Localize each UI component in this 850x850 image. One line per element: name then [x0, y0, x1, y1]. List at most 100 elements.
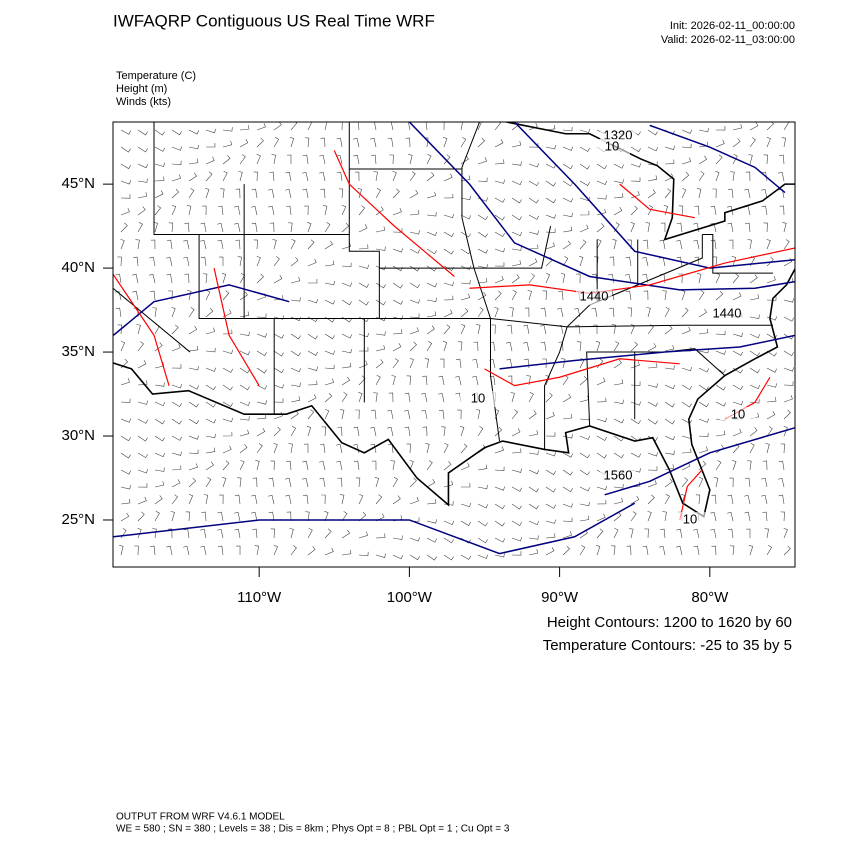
wind-barb — [307, 239, 315, 250]
wind-barb — [171, 324, 179, 335]
wind-barb — [392, 299, 403, 305]
wind-barb — [744, 188, 751, 199]
wind-barb — [579, 210, 590, 216]
wind-barb — [715, 139, 725, 148]
wind-barb — [341, 392, 348, 403]
wind-barb — [256, 255, 261, 267]
wind-barb — [545, 411, 555, 420]
wind-barb — [729, 545, 735, 556]
wind-barb — [494, 537, 505, 543]
wind-barb — [727, 528, 734, 539]
wind-barb — [205, 367, 217, 372]
wind-barb — [494, 553, 505, 558]
wind-barb — [745, 222, 751, 233]
wind-barb — [239, 139, 249, 148]
lat-tick-label: 40°N — [61, 259, 95, 276]
wind-barb — [217, 205, 224, 216]
wind-barb — [647, 146, 659, 152]
wind-barb — [338, 188, 344, 199]
wind-barb — [647, 343, 657, 352]
wind-barb — [273, 137, 280, 148]
wind-barb — [425, 443, 430, 454]
wind-barb — [389, 154, 394, 165]
wind-barb — [596, 485, 607, 491]
wind-barb — [460, 502, 471, 508]
wind-barb — [188, 477, 197, 488]
wind-barb — [188, 307, 195, 318]
wind-barb — [273, 544, 278, 556]
wind-barb — [613, 193, 624, 199]
wind-barb — [443, 537, 454, 544]
wind-barb — [358, 360, 368, 369]
wind-barb — [188, 493, 194, 505]
wind-barb — [475, 409, 481, 420]
wind-barb — [646, 307, 651, 318]
wind-barb — [477, 122, 482, 131]
wind-barb — [251, 205, 258, 216]
wind-barb — [222, 477, 227, 488]
wind-barb — [664, 325, 673, 335]
wind-barb — [205, 401, 216, 408]
wind-barb — [528, 258, 538, 267]
wind-barb — [319, 154, 326, 165]
wind-barb — [120, 340, 126, 352]
wind-barb — [664, 159, 675, 165]
wind-barb — [562, 393, 572, 403]
wind-barb — [375, 226, 386, 233]
wind-barb — [681, 289, 686, 301]
wind-barb — [630, 146, 641, 153]
wind-barb — [579, 515, 590, 522]
wind-barb — [528, 450, 539, 455]
wind-barb — [188, 435, 200, 440]
wind-barb — [783, 333, 794, 340]
wind-barb — [630, 495, 640, 505]
wind-barb — [783, 350, 794, 357]
wind-barb — [239, 331, 250, 336]
wind-barb — [698, 384, 709, 391]
wind-barb — [477, 177, 488, 182]
wind-barb — [438, 409, 445, 420]
wind-barb — [766, 296, 777, 301]
wind-barb — [596, 377, 606, 386]
wind-barb — [511, 274, 520, 284]
wind-barb — [715, 384, 726, 391]
contour-label-box — [600, 468, 636, 484]
wind-barb — [234, 494, 241, 505]
wind-barb — [353, 154, 360, 165]
wind-barb — [152, 528, 157, 539]
wind-barb — [426, 231, 438, 236]
wind-barb — [766, 545, 773, 556]
wind-barb — [290, 367, 302, 373]
wind-barb — [234, 205, 241, 216]
wind-barb — [681, 129, 693, 134]
lon-tick-label: 100°W — [387, 589, 433, 606]
wind-barb — [783, 381, 794, 386]
wind-barb — [375, 359, 384, 369]
wind-barb — [288, 222, 293, 233]
wind-barb — [154, 481, 165, 488]
wind-barb — [778, 494, 785, 505]
wind-barb — [120, 485, 131, 490]
wind-barb — [357, 122, 360, 131]
wind-barb — [154, 495, 163, 505]
field-label: Height (m) — [116, 83, 167, 95]
wind-barb — [783, 316, 794, 322]
wind-barb — [239, 401, 251, 407]
wind-barb — [460, 520, 471, 526]
wind-barb — [239, 291, 248, 301]
lon-tick-label: 90°W — [541, 589, 579, 606]
wind-barb — [562, 503, 574, 508]
wind-barb — [765, 443, 770, 454]
wind-barb — [644, 528, 649, 539]
wind-barb — [324, 299, 336, 305]
wind-barb — [457, 409, 462, 420]
wind-barb — [358, 511, 367, 522]
wind-barb — [217, 545, 224, 556]
wind-barb — [268, 477, 275, 488]
wind-barb — [715, 430, 726, 437]
wind-barb — [392, 477, 399, 488]
wind-barb — [694, 205, 700, 216]
wind-barb — [205, 461, 214, 471]
wind-barb — [222, 309, 232, 318]
wind-barb — [341, 316, 352, 323]
